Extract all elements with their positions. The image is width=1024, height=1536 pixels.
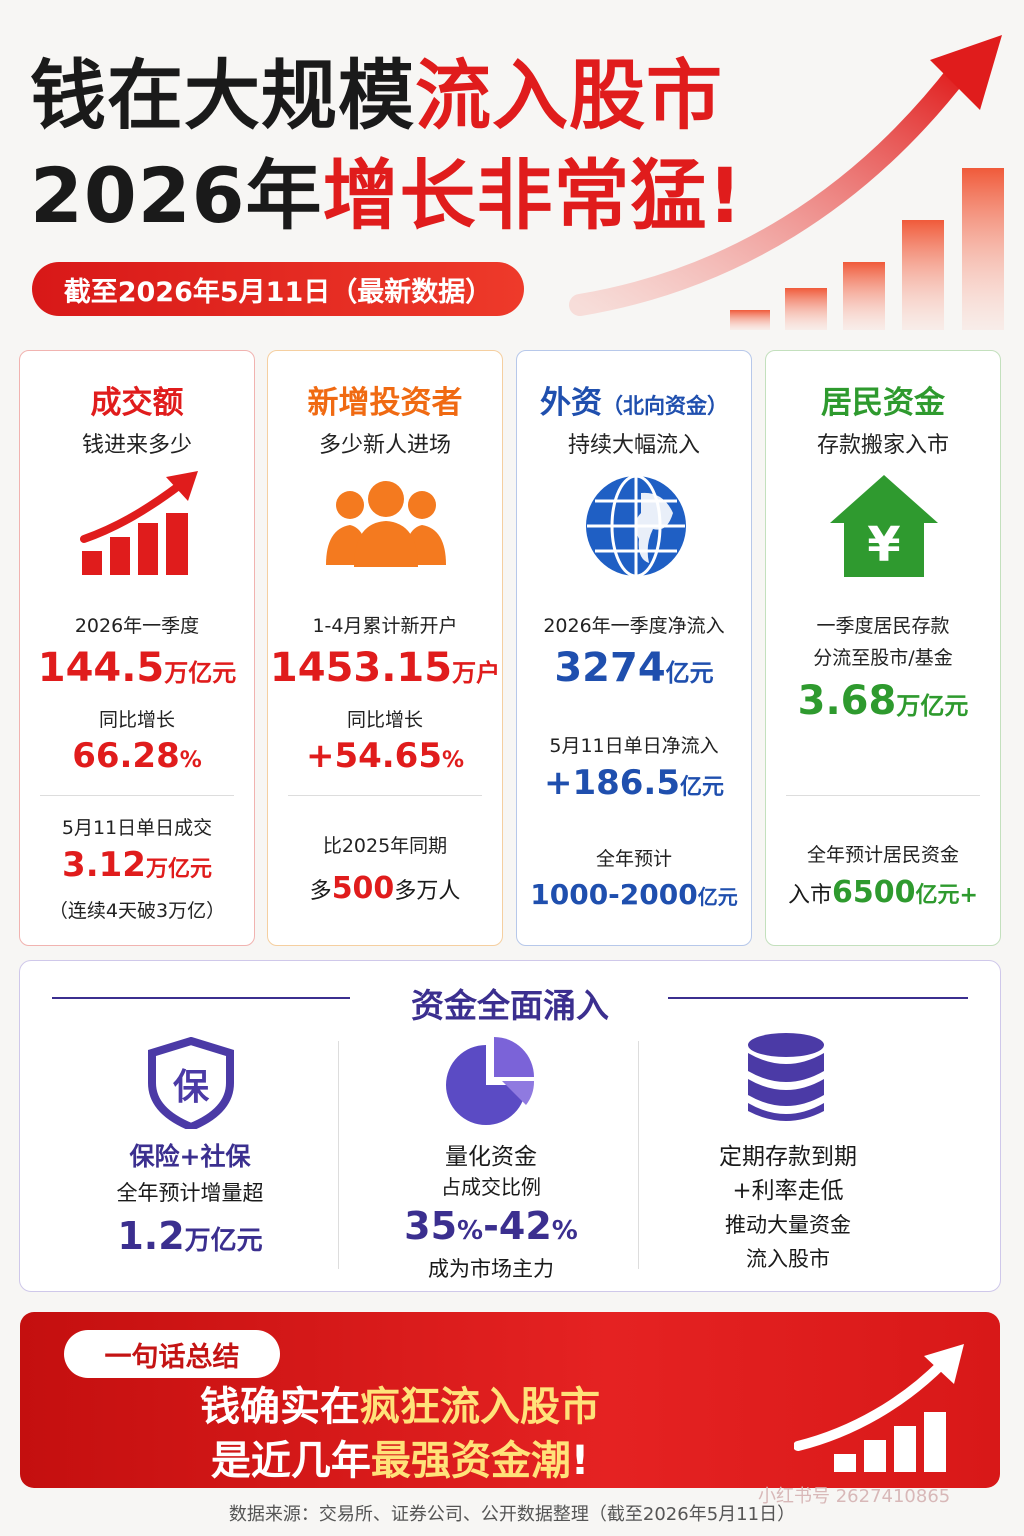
stat-value: 入市6500亿元+ — [788, 875, 978, 910]
divider — [338, 1041, 339, 1269]
card-foreign-capital: 外资（北向资金） 持续大幅流入 2026年一季度净流入 3274亿元 5月11日… — [516, 350, 752, 946]
title-line-2: 2026年增长非常猛! — [30, 158, 743, 234]
date-badge: 截至2026年5月11日（最新数据） — [32, 262, 524, 316]
card-title: 居民资金 — [821, 385, 945, 421]
stat-label: 全年预计 — [595, 848, 672, 870]
col-note: 成为市场主力 — [428, 1257, 554, 1281]
col-title: 量化资金 — [445, 1144, 537, 1170]
pie-chart-icon — [446, 1037, 535, 1125]
card-subtitle: 钱进来多少 — [81, 433, 192, 458]
svg-text:¥: ¥ — [867, 517, 900, 573]
summary-banner: 一句话总结 钱确实在疯狂流入股市 是近几年最强资金潮! — [20, 1312, 1000, 1488]
data-source: 数据来源：交易所、证券公司、公开数据整理（截至2026年5月11日） — [228, 1504, 796, 1525]
watermark: 小红书号 2627410865 — [758, 1486, 951, 1507]
stat-value: 3.68万亿元 — [797, 678, 969, 724]
panel-title: 资金全面涌入 — [411, 986, 609, 1025]
stat-label: 2026年一季度净流入 — [543, 615, 725, 637]
divider — [638, 1041, 639, 1269]
shield-bao-icon: 保 — [148, 1037, 234, 1129]
bar-chart-arrow-icon — [80, 471, 198, 575]
stat-label: 5月11日单日净流入 — [549, 735, 719, 757]
divider — [288, 795, 482, 796]
title-black-1: 钱在大规模 — [30, 51, 415, 140]
stat-label: 比2025年同期 — [322, 835, 448, 857]
col-value: 1.2万亿元 — [117, 1214, 263, 1258]
stat-value: 3.12万亿元 — [62, 845, 212, 885]
database-icon — [748, 1033, 824, 1121]
growth-arrow-icon — [794, 1344, 964, 1472]
header-growth-arrow-icon — [569, 35, 1004, 330]
card-turnover: 成交额 钱进来多少 2026年一季度 144.5万亿元 同比增长 66.28% … — [19, 350, 255, 946]
title-rule-left — [52, 997, 350, 999]
divider — [786, 795, 980, 796]
title-line-1: 钱在大规模流入股市 — [30, 58, 723, 134]
summary-line-2: 是近几年最强资金潮! — [210, 1438, 590, 1484]
title-rule-right — [668, 997, 968, 999]
stat-value: +186.5亿元 — [543, 763, 725, 803]
card-title: 成交额 — [90, 385, 184, 421]
stat-label: 一季度居民存款 — [816, 615, 950, 637]
stat-value: 3274亿元 — [554, 645, 714, 691]
card-subtitle: 持续大幅流入 — [567, 433, 700, 458]
summary-line-1: 钱确实在疯狂流入股市 — [200, 1384, 600, 1430]
people-group-icon — [326, 481, 446, 567]
stat-label: 同比增长 — [346, 709, 423, 731]
card-title: 新增投资者 — [307, 385, 463, 421]
panel-col-insurance: 保 保险+社保 全年预计增量超 1.2万亿元 — [50, 1031, 330, 1271]
card-subtitle: 存款搬家入市 — [816, 433, 949, 458]
stat-note: （连续4天破3万亿） — [48, 900, 226, 922]
globe-icon — [586, 474, 686, 578]
stat-value: 66.28% — [72, 736, 202, 776]
funds-inflow-panel: 资金全面涌入 保 保险+社保 全年预计增量超 1.2万亿元 量化资金 占成交比例… — [19, 960, 1001, 1292]
summary-pill: 一句话总结 — [64, 1330, 280, 1378]
panel-col-deposits: 定期存款到期 +利率走低 推动大量资金 流入股市 — [648, 1031, 928, 1271]
house-yen-icon: ¥ — [830, 475, 938, 577]
col-value: 35%-42% — [404, 1204, 578, 1248]
stat-value: 144.5万亿元 — [37, 645, 237, 691]
title-red-2: 增长非常猛! — [322, 151, 744, 240]
card-resident-funds: 居民资金 存款搬家入市 ¥ 一季度居民存款 分流至股市/基金 3.68万亿元 全… — [765, 350, 1001, 946]
title-red-1: 流入股市 — [415, 51, 723, 140]
stat-value: 1453.15万户 — [269, 645, 501, 691]
stat-value: 1000-2000亿元 — [530, 878, 738, 911]
col-title: 保险+社保 — [129, 1142, 251, 1171]
col-line: +利率走低 — [732, 1178, 844, 1204]
stat-label: 同比增长 — [98, 709, 175, 731]
stat-value: +54.65% — [305, 736, 465, 776]
stat-value: 多500多万人 — [309, 871, 461, 906]
col-label: 占成交比例 — [441, 1175, 541, 1199]
stat-label: 1-4月累计新开户 — [312, 615, 458, 637]
card-title: 外资（北向资金） — [540, 385, 728, 421]
divider — [40, 795, 234, 796]
stat-label: 全年预计居民资金 — [806, 844, 959, 866]
stat-label: 2026年一季度 — [74, 615, 200, 637]
stat-label: 5月11日单日成交 — [61, 817, 213, 839]
col-line: 流入股市 — [746, 1247, 830, 1271]
panel-col-quant: 量化资金 占成交比例 35%-42% 成为市场主力 — [346, 1031, 636, 1281]
col-line: 推动大量资金 — [725, 1213, 851, 1237]
svg-text:保: 保 — [173, 1067, 210, 1108]
card-new-investors: 新增投资者 多少新人进场 1-4月累计新开户 1453.15万户 同比增长 +5… — [267, 350, 503, 946]
col-line: 定期存款到期 — [719, 1144, 857, 1170]
title-black-2: 2026年 — [30, 151, 323, 240]
col-label: 全年预计增量超 — [116, 1181, 264, 1205]
stat-label: 分流至股市/基金 — [813, 647, 953, 669]
card-subtitle: 多少新人进场 — [318, 433, 451, 458]
